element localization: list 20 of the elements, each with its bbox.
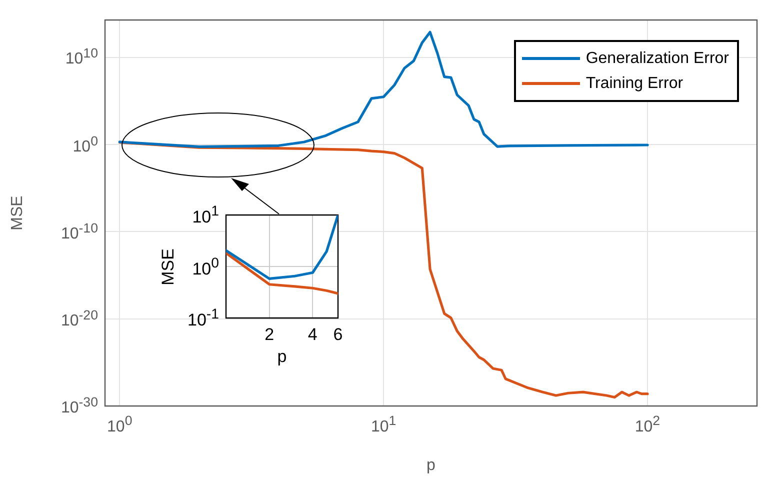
x-axis-title: p	[277, 347, 287, 366]
y-tick-label: 10$^{-1}$	[187, 306, 219, 330]
x-tick-label: 10$^{2}$	[634, 413, 660, 436]
x-tick-label: 4	[308, 325, 318, 344]
y-tick-label: 10$^{0}$	[192, 255, 219, 278]
x-tick-label: 10$^{0}$	[107, 413, 132, 436]
legend-label: Training Error	[586, 74, 684, 92]
legend-label: Generalization Error	[586, 50, 729, 66]
x-tick-label: 10$^{1}$	[370, 413, 396, 436]
y-axis-title: MSE	[158, 248, 178, 285]
y-axis-title: MSE	[9, 196, 26, 230]
y-tick-label: 10$^{-30}$	[60, 394, 98, 417]
x-axis-title: p	[426, 457, 436, 474]
x-tick-label: 2	[264, 325, 274, 344]
x-tick-label: 6	[333, 325, 343, 344]
y-tick-label: 10$^{0}$	[72, 132, 98, 156]
y-tick-label: 10$^{10}$	[65, 46, 98, 68]
y-tick-label: 10$^{-20}$	[60, 307, 98, 330]
y-tick-label: 10$^{1}$	[192, 204, 219, 226]
y-tick-label: 10$^{-10}$	[60, 220, 98, 242]
